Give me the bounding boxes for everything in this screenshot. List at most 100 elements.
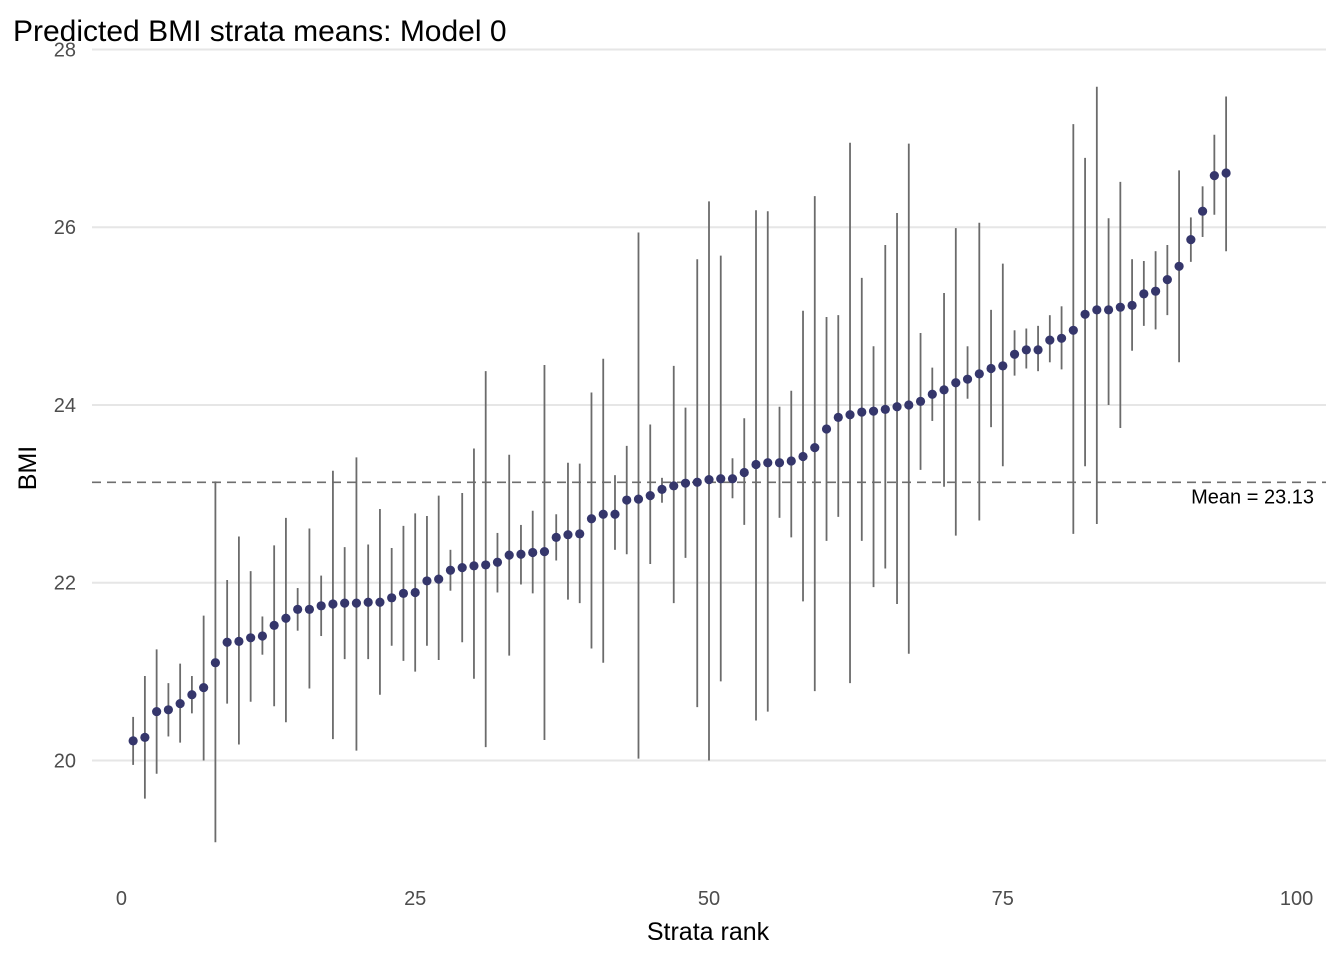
data-point <box>939 385 949 395</box>
data-point <box>904 400 914 410</box>
x-tick-label: 25 <box>404 888 426 910</box>
data-point <box>340 598 350 608</box>
data-point <box>1068 325 1078 335</box>
data-point <box>657 484 667 494</box>
data-point <box>140 732 150 742</box>
data-point <box>398 588 409 598</box>
data-point <box>1162 275 1172 285</box>
data-point <box>128 736 138 746</box>
data-point <box>786 456 796 466</box>
data-point <box>704 475 714 485</box>
x-tick-label: 50 <box>698 888 720 910</box>
data-point <box>739 467 749 478</box>
data-point <box>692 477 702 487</box>
data-point <box>633 494 644 504</box>
data-point <box>387 593 397 603</box>
data-point <box>1033 345 1043 355</box>
data-point <box>821 424 832 434</box>
data-point <box>1186 235 1196 245</box>
data-point <box>269 620 279 630</box>
x-axis-title: Strata rank <box>647 918 770 946</box>
data-point <box>1009 349 1020 359</box>
y-tick-label: 20 <box>54 750 76 772</box>
y-tick-label: 24 <box>54 395 76 417</box>
data-point <box>539 546 550 557</box>
data-point <box>1103 305 1114 315</box>
data-point <box>927 389 937 399</box>
data-point <box>1198 206 1208 216</box>
data-point <box>410 587 420 598</box>
data-point <box>222 637 232 647</box>
chart-title: Predicted BMI strata means: Model 0 <box>13 15 507 48</box>
data-point <box>1139 289 1149 299</box>
data-point <box>962 374 973 384</box>
data-point <box>481 560 491 570</box>
data-point <box>210 658 220 668</box>
data-point <box>951 378 961 388</box>
data-point <box>798 451 808 462</box>
data-point <box>257 631 268 641</box>
data-point <box>986 363 996 374</box>
data-point <box>434 574 444 584</box>
mean-label: Mean = 23.13 <box>1191 486 1314 508</box>
data-point <box>974 369 984 379</box>
y-tick-label: 28 <box>54 39 76 61</box>
data-point <box>246 633 256 643</box>
data-point <box>187 690 197 700</box>
data-point <box>845 410 855 420</box>
data-point <box>998 361 1008 371</box>
data-point <box>316 601 326 611</box>
data-point <box>892 402 902 412</box>
data-point <box>727 474 738 484</box>
data-point <box>680 478 691 488</box>
data-point <box>293 604 303 614</box>
data-point <box>175 698 185 709</box>
data-point <box>716 474 726 484</box>
data-point <box>445 565 456 575</box>
data-point <box>563 530 573 540</box>
data-point <box>328 599 338 609</box>
data-point <box>492 557 503 567</box>
data-point <box>234 636 244 646</box>
data-point <box>610 509 620 519</box>
data-point <box>586 514 597 524</box>
data-point <box>1174 261 1184 271</box>
data-point <box>880 404 890 414</box>
data-point <box>351 598 362 608</box>
data-point <box>763 458 773 468</box>
y-tick-label: 26 <box>54 217 76 239</box>
data-point <box>304 604 315 614</box>
data-point <box>645 491 655 501</box>
data-point <box>1056 333 1067 343</box>
data-point <box>857 407 867 417</box>
data-point <box>1080 309 1090 319</box>
tick-labels: 20 22 24 26 28 0 25 50 75 100 <box>54 39 1314 910</box>
data-point <box>363 597 373 607</box>
data-point <box>751 459 761 470</box>
data-point <box>528 547 538 558</box>
data-point <box>422 576 432 586</box>
data-point <box>1209 171 1219 181</box>
data-point <box>457 562 467 573</box>
data-point <box>1127 300 1137 311</box>
data-point <box>375 597 385 607</box>
data-point <box>915 396 926 406</box>
data-point <box>868 406 879 416</box>
data-point <box>551 532 561 542</box>
data-point <box>199 682 209 693</box>
data-point <box>1115 302 1125 312</box>
errorbars <box>132 86 1228 843</box>
data-point <box>504 550 514 560</box>
data-point <box>598 509 608 519</box>
x-tick-label: 75 <box>992 888 1014 910</box>
x-tick-label: 0 <box>116 888 127 910</box>
data-point <box>469 561 479 571</box>
data-points <box>128 168 1231 746</box>
data-point <box>1150 286 1161 296</box>
y-axis-title: BMI <box>14 446 42 490</box>
data-point <box>774 458 785 468</box>
y-tick-label: 22 <box>54 573 76 595</box>
data-point <box>669 481 679 491</box>
data-point <box>163 705 173 715</box>
